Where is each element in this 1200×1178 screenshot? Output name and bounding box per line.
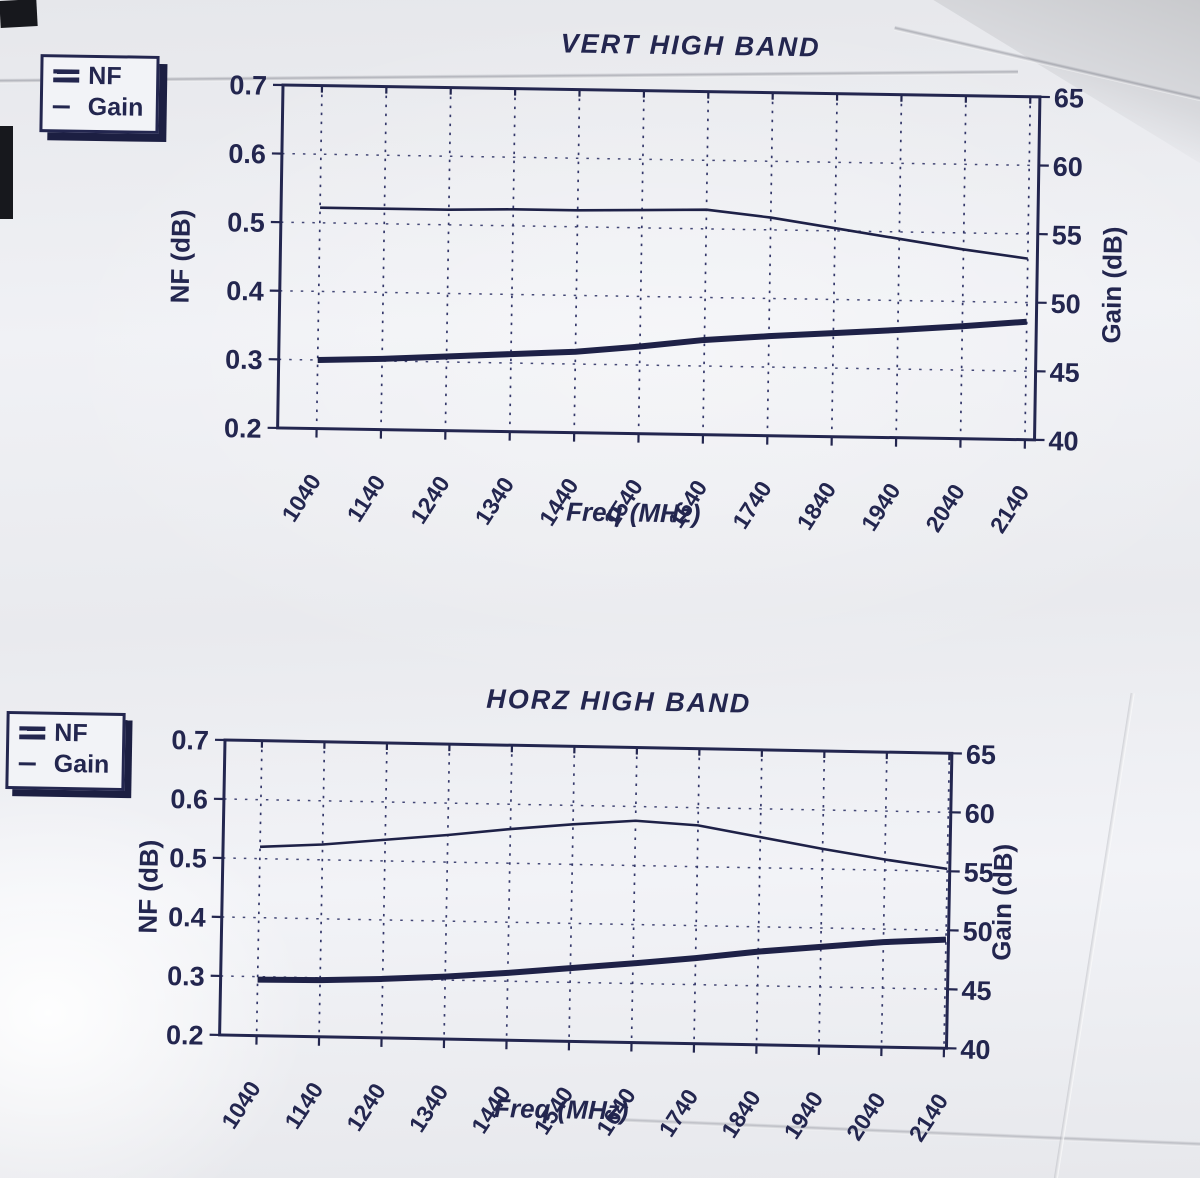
scan-artifact-top-left xyxy=(0,0,38,28)
legend-label-gain: Gain xyxy=(87,93,144,122)
legend-horz-chart: NF Gain xyxy=(5,710,126,791)
legend-vert-chart: NF Gain xyxy=(39,54,160,134)
legend-item-gain: Gain xyxy=(52,93,144,122)
nf-line-marker-icon xyxy=(53,68,80,83)
legend-item-gain: Gain xyxy=(18,750,110,780)
legend-label-gain: Gain xyxy=(53,750,110,780)
scan-artifact-left-edge xyxy=(0,126,13,219)
legend-item-nf: NF xyxy=(19,719,110,747)
nf-line-marker-icon xyxy=(19,725,46,740)
legend-label-nf: NF xyxy=(88,61,122,91)
gain-line-marker-icon xyxy=(18,762,36,766)
gain-line-marker-icon xyxy=(52,105,70,109)
legend-label-nf: NF xyxy=(54,718,88,748)
legend-item-nf: NF xyxy=(53,62,144,90)
